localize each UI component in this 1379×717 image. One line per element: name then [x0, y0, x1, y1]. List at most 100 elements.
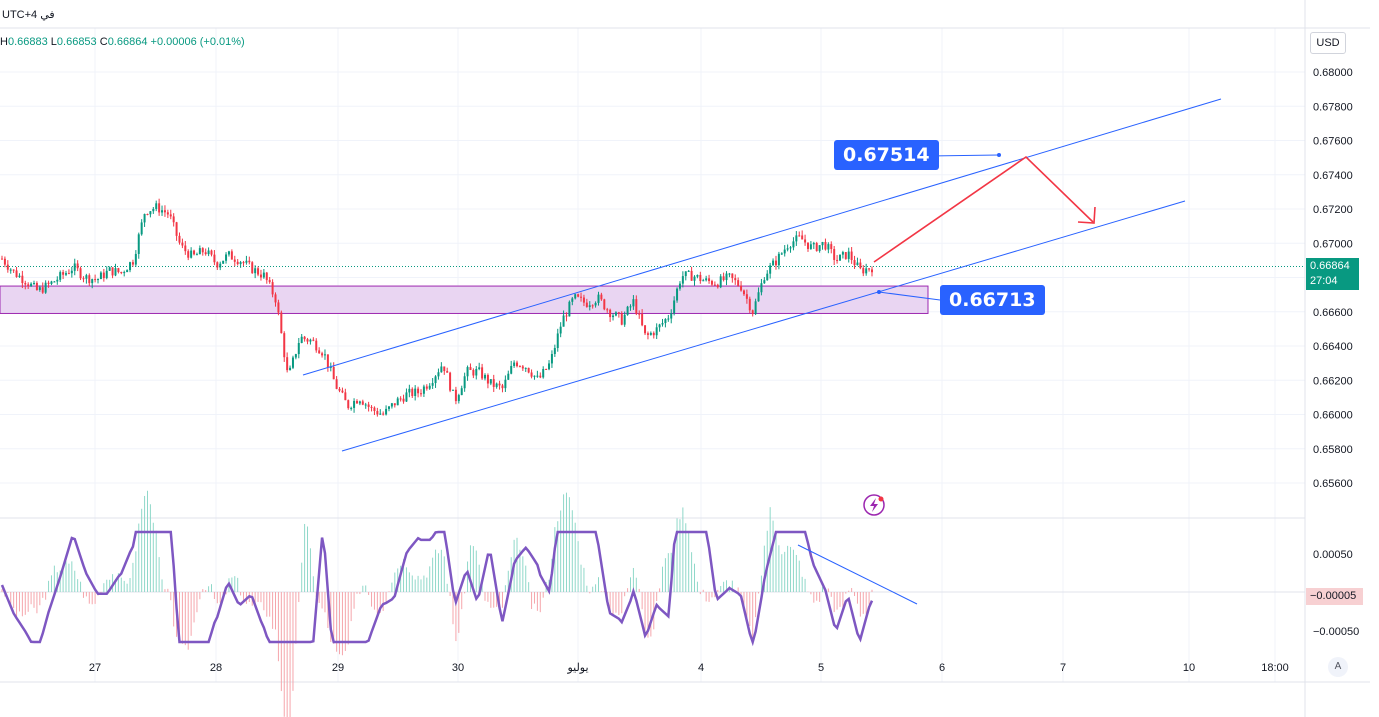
- time-tick-label: 7: [1060, 662, 1066, 674]
- candle-body: [30, 283, 33, 287]
- lightning-icon[interactable]: [863, 494, 885, 516]
- candle-body: [242, 262, 245, 264]
- candle-body: [530, 372, 533, 377]
- candle-body: [649, 332, 652, 335]
- candle-body: [297, 342, 300, 355]
- candle-body: [859, 262, 862, 269]
- candle-body: [134, 253, 137, 265]
- candle-body: [708, 278, 711, 282]
- candle-body: [129, 262, 132, 271]
- candle-body: [565, 315, 568, 317]
- candle-body: [539, 375, 542, 378]
- candle-body: [801, 235, 804, 240]
- candle-body: [18, 275, 21, 277]
- indicator-value-badge: −0.00005: [1306, 588, 1363, 605]
- candle-body: [478, 367, 481, 370]
- candle-body: [466, 367, 469, 377]
- lower-target-point[interactable]: [877, 290, 881, 294]
- candle-body: [501, 385, 504, 389]
- candle-body: [542, 368, 545, 378]
- candle-body: [609, 309, 612, 318]
- candle-body: [635, 299, 638, 314]
- upper-target-label[interactable]: 0.67514: [834, 140, 939, 170]
- candle-body: [582, 297, 585, 303]
- candle-body: [94, 279, 97, 281]
- candle-body: [373, 407, 376, 412]
- candle-body: [716, 284, 719, 288]
- candle-body: [550, 354, 553, 364]
- candle-body: [545, 368, 548, 370]
- time-tick-label: 5: [818, 662, 824, 674]
- candle-body: [35, 282, 38, 290]
- zone-rect[interactable]: [0, 285, 929, 314]
- candle-body: [850, 251, 853, 261]
- candle-body: [678, 283, 681, 289]
- price-tick-label: 0.67400: [1313, 170, 1353, 182]
- candle-body: [367, 404, 370, 407]
- candle-body: [56, 279, 59, 282]
- candle-body: [149, 211, 152, 215]
- candle-body: [504, 379, 507, 389]
- support-zone[interactable]: [0, 285, 929, 314]
- candle-body: [809, 244, 812, 249]
- candle-body: [300, 336, 303, 343]
- osc-trendline[interactable]: [797, 544, 918, 605]
- candle-body: [236, 261, 239, 265]
- auto-scale-button[interactable]: A: [1328, 657, 1348, 677]
- candle-body: [376, 411, 379, 415]
- candle-body: [9, 269, 12, 271]
- candle-body: [731, 273, 734, 279]
- currency-button[interactable]: USD: [1310, 32, 1346, 54]
- candle-body: [492, 379, 495, 387]
- candle-body: [350, 407, 353, 409]
- candle-body: [323, 354, 326, 356]
- low-label: L: [50, 36, 57, 48]
- candle-body: [27, 284, 30, 287]
- candle-body: [169, 214, 172, 217]
- candle-body: [454, 389, 457, 402]
- candle-body: [347, 400, 350, 409]
- candle-body: [588, 305, 591, 307]
- candle-body: [108, 267, 111, 271]
- candle-body: [632, 299, 635, 307]
- osc-tick-label: 0.00050: [1313, 549, 1353, 561]
- candle-body: [161, 210, 164, 213]
- candle-body: [111, 267, 114, 276]
- candle-body: [841, 252, 844, 255]
- horizontal-grid: [0, 71, 1305, 484]
- time-tick-label: 18:00: [1261, 662, 1289, 674]
- price-channel[interactable]: [302, 98, 1222, 452]
- upper-target-point[interactable]: [997, 153, 1001, 157]
- lower-target-label[interactable]: 0.66713: [940, 285, 1045, 315]
- candle-body: [332, 366, 335, 380]
- upper-target-connector: [927, 154, 1000, 157]
- candle-body: [419, 393, 422, 395]
- arrow-path[interactable]: [873, 155, 1094, 263]
- candle-body: [862, 268, 865, 274]
- candle-body: [699, 274, 702, 282]
- channel-upper-line[interactable]: [302, 98, 1222, 376]
- candle-body: [422, 386, 425, 394]
- candle-body: [408, 388, 411, 393]
- candle-body: [641, 313, 644, 326]
- candle-body: [446, 371, 449, 373]
- candle-body: [574, 294, 577, 299]
- candle-body: [76, 263, 79, 269]
- projection-arrow[interactable]: [873, 155, 1096, 263]
- candle-body: [748, 298, 751, 311]
- candle-body: [123, 272, 126, 274]
- vertical-grid: [94, 28, 1276, 682]
- candle-body: [294, 354, 297, 358]
- time-tick-label: 6: [939, 662, 945, 674]
- candle-body: [274, 294, 277, 303]
- candle-body: [137, 234, 140, 254]
- candle-body: [97, 279, 100, 281]
- time-tick-label: يوليو: [566, 662, 588, 674]
- candle-body: [626, 306, 629, 315]
- candle-body: [798, 235, 801, 237]
- candle-body: [233, 259, 236, 262]
- candle-body: [120, 272, 123, 274]
- channel-lower-line[interactable]: [341, 200, 1186, 452]
- candles: [1, 198, 873, 417]
